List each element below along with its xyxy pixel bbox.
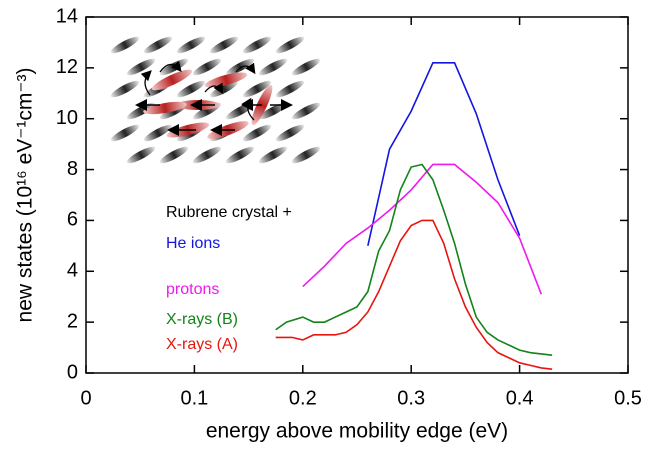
y-tick-label: 4 (67, 260, 78, 282)
molecule (224, 144, 256, 166)
molecule (257, 56, 289, 78)
series-line (276, 164, 552, 355)
y-tick-label: 2 (67, 310, 78, 332)
y-tick-label: 14 (56, 5, 78, 27)
x-tick-label: 0.4 (506, 387, 534, 409)
y-tick-label: 8 (67, 158, 78, 180)
chart: energy above mobility edge (eV) new stat… (0, 0, 663, 449)
molecule-inset (109, 34, 322, 166)
molecule (257, 144, 289, 166)
series-line (276, 220, 552, 369)
y-axis-label: new states (10¹⁶ eV⁻¹cm⁻³) (14, 68, 37, 323)
molecule (175, 34, 207, 56)
y-tick-label: 10 (56, 107, 78, 129)
molecule (274, 122, 306, 144)
series-line (303, 164, 541, 294)
x-tick-label: 0.1 (180, 387, 208, 409)
molecule (125, 144, 157, 166)
molecule (290, 56, 322, 78)
series-line (368, 63, 520, 246)
x-tick-label: 0.3 (397, 387, 425, 409)
x-tick-label: 0.2 (289, 387, 317, 409)
x-axis-label: energy above mobility edge (eV) (206, 420, 508, 443)
annotation: Rubrene crystal + (166, 204, 292, 221)
legend-label: He ions (166, 235, 220, 252)
molecule (208, 34, 240, 56)
molecule (191, 144, 223, 166)
legend-label: X-rays (A) (166, 336, 238, 353)
legend-label: X-rays (B) (166, 311, 238, 328)
molecule (290, 144, 322, 166)
x-tick-label: 0 (80, 387, 91, 409)
molecule (224, 100, 256, 122)
y-tick-label: 0 (67, 361, 78, 383)
molecule (142, 34, 174, 56)
x-tick-label: 0.5 (614, 387, 642, 409)
legend-label: protons (166, 281, 219, 298)
molecule (241, 34, 273, 56)
molecule (158, 144, 190, 166)
y-tick-label: 12 (56, 56, 78, 78)
molecule (274, 34, 306, 56)
molecule (191, 56, 223, 78)
y-tick-label: 6 (67, 209, 78, 231)
molecule (274, 78, 306, 100)
molecule (290, 100, 322, 122)
molecule (109, 122, 141, 144)
molecule (109, 34, 141, 56)
molecule (109, 78, 141, 100)
molecule (125, 56, 157, 78)
